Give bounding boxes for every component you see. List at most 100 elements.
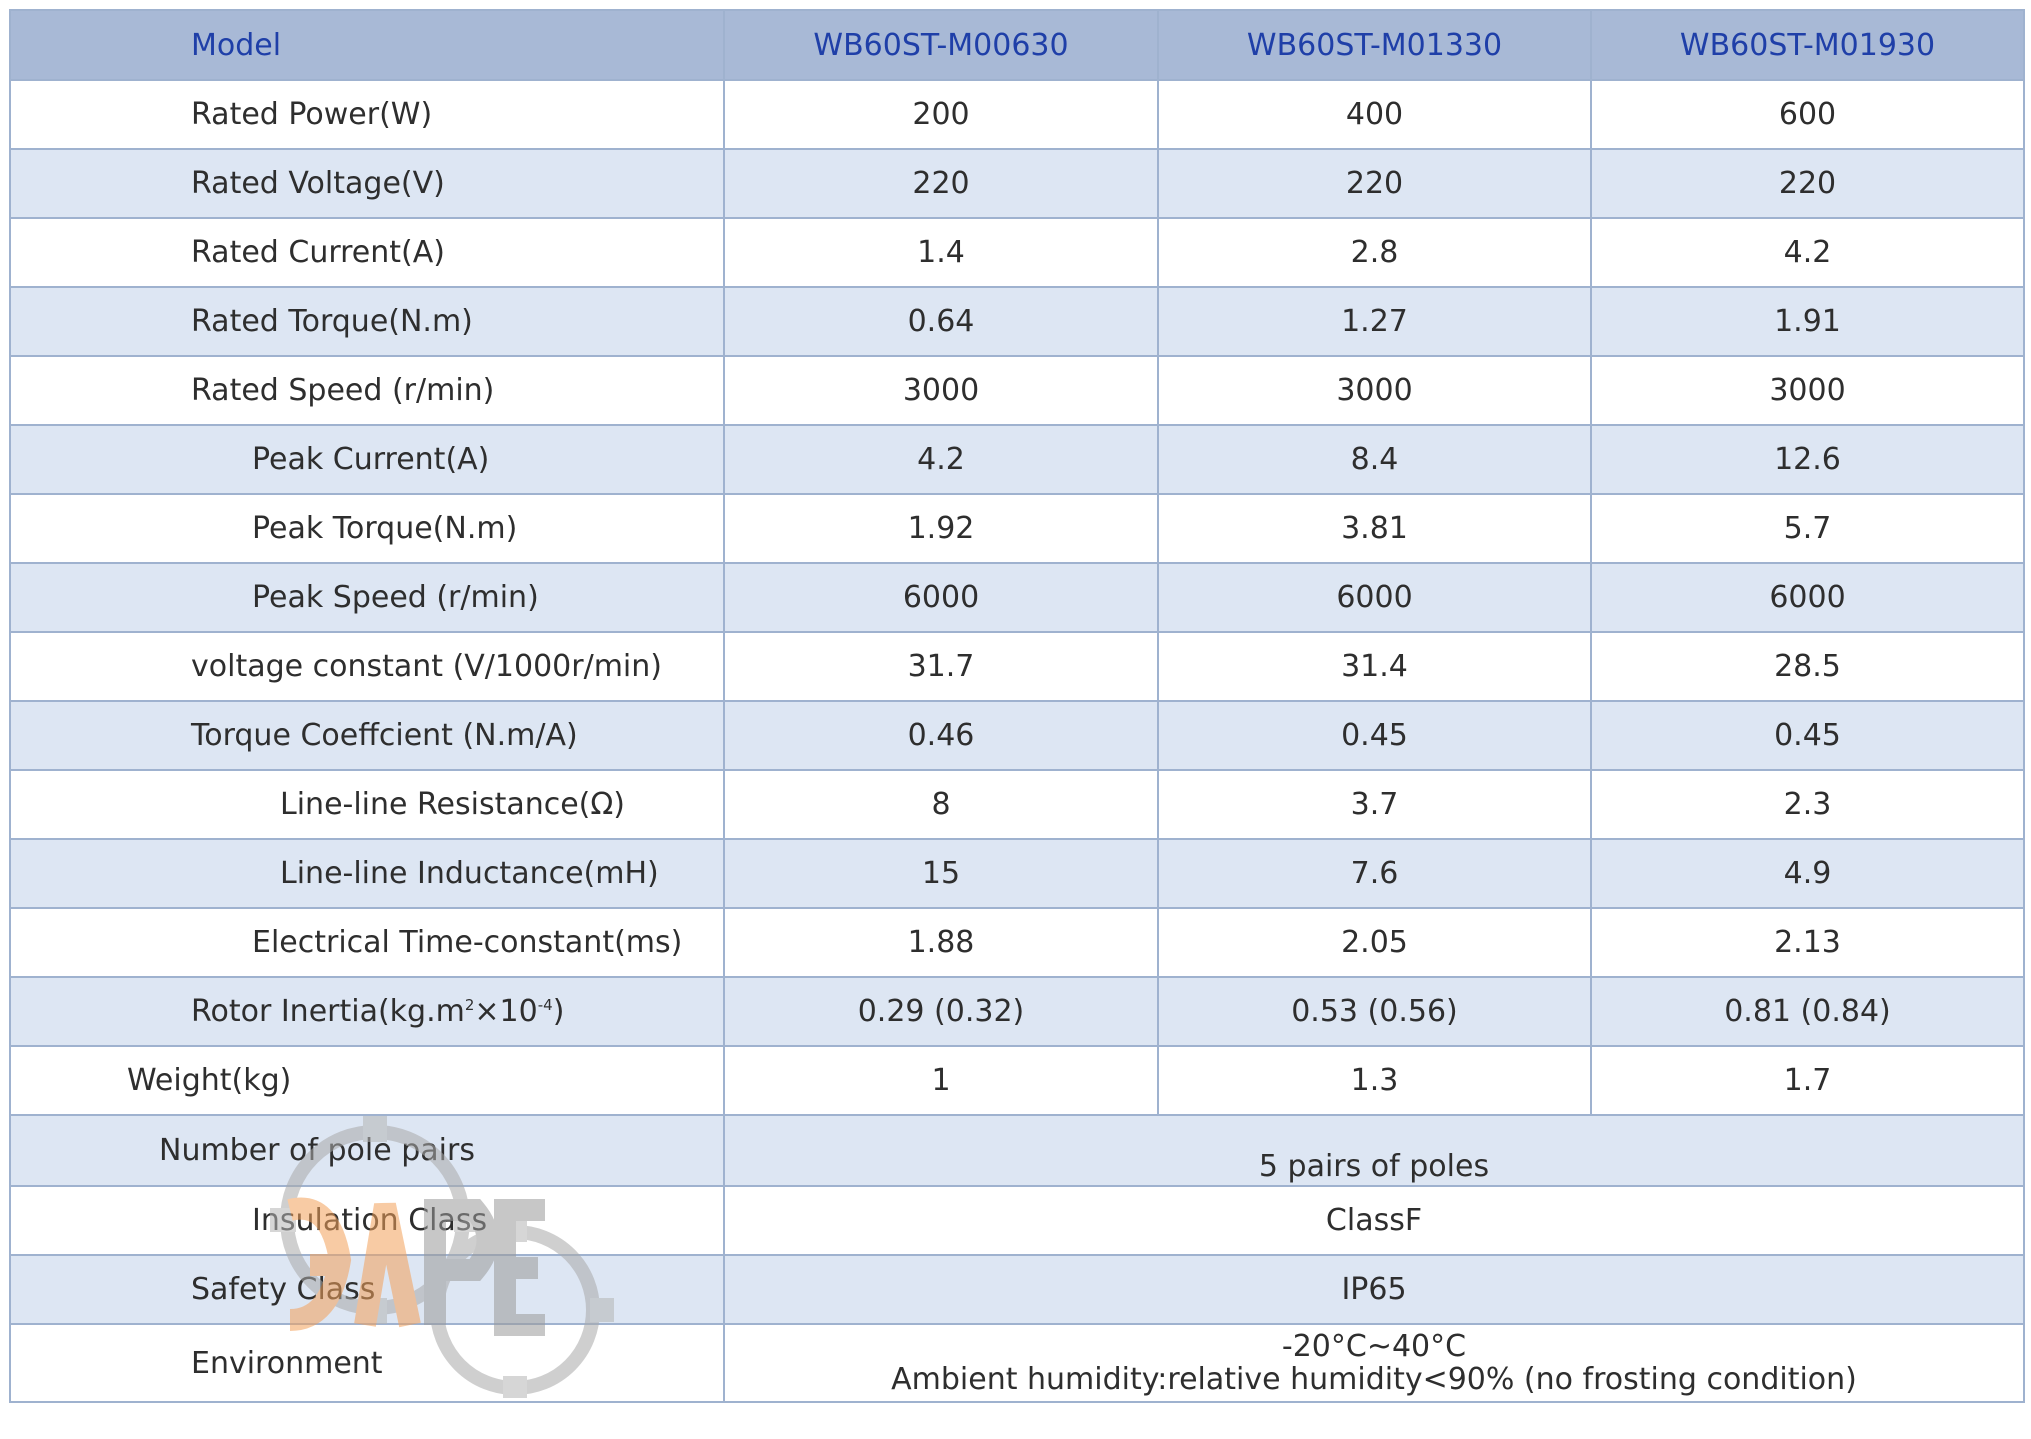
cell-value: 4.9 <box>1590 838 2025 909</box>
row-label-rotor-inertia: Rotor Inertia(kg.m2×10-4) <box>9 976 725 1047</box>
cell-value: 1 <box>723 1045 1159 1116</box>
row-label: Environment <box>9 1323 725 1403</box>
cell-value: 4.2 <box>1590 217 2025 288</box>
row-label: voltage constant (V/1000r/min) <box>9 631 725 702</box>
cell-value: 28.5 <box>1590 631 2025 702</box>
cell-value: 0.45 <box>1590 700 2025 771</box>
cell-value: 1.27 <box>1157 286 1592 357</box>
cell-value: 220 <box>723 148 1159 219</box>
cell-value: 31.7 <box>723 631 1159 702</box>
row-label: Number of pole pairs <box>9 1114 725 1187</box>
cell-value: 1.7 <box>1590 1045 2025 1116</box>
cell-value: 220 <box>1157 148 1592 219</box>
row-environment: Environment -20°C~40°C Ambient humidity:… <box>9 1323 2025 1403</box>
cell-value: 7.6 <box>1157 838 1592 909</box>
header-model: Model <box>9 9 725 81</box>
cell-value: 0.64 <box>723 286 1159 357</box>
row-rated-speed: Rated Speed (r/min) 3000 3000 3000 <box>9 355 2025 426</box>
label-superscript: -4 <box>537 996 553 1014</box>
row-label: Rated Current(A) <box>9 217 725 288</box>
cell-value: 2.05 <box>1157 907 1592 978</box>
row-rated-current: Rated Current(A) 1.4 2.8 4.2 <box>9 217 2025 288</box>
header-row: Model WB60ST-M00630 WB60ST-M01330 WB60ST… <box>9 9 2025 81</box>
row-label: Line-line Inductance(mH) <box>9 838 725 909</box>
row-peak-speed: Peak Speed (r/min) 6000 6000 6000 <box>9 562 2025 633</box>
cell-value: 1.88 <box>723 907 1159 978</box>
row-label: Torque Coeffcient (N.m/A) <box>9 700 725 771</box>
row-label: Rated Torque(N.m) <box>9 286 725 357</box>
label-text: ×10 <box>474 994 538 1029</box>
cell-value: 1.91 <box>1590 286 2025 357</box>
row-label: Peak Current(A) <box>9 424 725 495</box>
header-model-3: WB60ST-M01930 <box>1590 9 2025 81</box>
cell-value: 8.4 <box>1157 424 1592 495</box>
cell-value: 15 <box>723 838 1159 909</box>
cell-value: 1.4 <box>723 217 1159 288</box>
environment-temp-range: -20°C~40°C <box>1281 1329 1467 1364</box>
cell-value: 2.13 <box>1590 907 2025 978</box>
row-safety-class: Safety Class IP65 <box>9 1254 2025 1325</box>
cell-value: 1.3 <box>1157 1045 1592 1116</box>
row-voltage-constant: voltage constant (V/1000r/min) 31.7 31.4… <box>9 631 2025 702</box>
cell-value: 220 <box>1590 148 2025 219</box>
row-label: Rated Speed (r/min) <box>9 355 725 426</box>
row-label: Insulation Class <box>9 1185 725 1256</box>
row-label: Rated Voltage(V) <box>9 148 725 219</box>
row-rated-torque: Rated Torque(N.m) 0.64 1.27 1.91 <box>9 286 2025 357</box>
cell-value: 600 <box>1590 79 2025 150</box>
row-torque-coefficient: Torque Coeffcient (N.m/A) 0.46 0.45 0.45 <box>9 700 2025 771</box>
row-time-constant: Electrical Time-constant(ms) 1.88 2.05 2… <box>9 907 2025 978</box>
row-rated-power: Rated Power(W) 200 400 600 <box>9 79 2025 150</box>
cell-value: 4.2 <box>723 424 1159 495</box>
cell-merged-value: 5 pairs of poles <box>723 1114 2025 1187</box>
label-superscript: 2 <box>464 996 475 1014</box>
header-model-2: WB60ST-M01330 <box>1157 9 1592 81</box>
cell-value: 0.46 <box>723 700 1159 771</box>
cell-value: 5.7 <box>1590 493 2025 564</box>
cell-value: 6000 <box>1157 562 1592 633</box>
row-label: Weight(kg) <box>9 1045 725 1116</box>
cell-value: 6000 <box>723 562 1159 633</box>
row-line-resistance: Line-line Resistance(Ω) 8 3.7 2.3 <box>9 769 2025 840</box>
cell-value: 3.81 <box>1157 493 1592 564</box>
row-line-inductance: Line-line Inductance(mH) 15 7.6 4.9 <box>9 838 2025 909</box>
cell-merged-value: IP65 <box>723 1254 2025 1325</box>
cell-value: 2.3 <box>1590 769 2025 840</box>
cell-merged-value: ClassF <box>723 1185 2025 1256</box>
row-peak-torque: Peak Torque(N.m) 1.92 3.81 5.7 <box>9 493 2025 564</box>
row-weight: Weight(kg) 1 1.3 1.7 <box>9 1045 2025 1116</box>
cell-value: 3000 <box>723 355 1159 426</box>
environment-humidity: Ambient humidity:relative humidity<90% (… <box>891 1362 1857 1397</box>
row-rotor-inertia: Rotor Inertia(kg.m2×10-4) 0.29 (0.32) 0.… <box>9 976 2025 1047</box>
spec-table: Model WB60ST-M00630 WB60ST-M01330 WB60ST… <box>9 9 2025 1403</box>
cell-value: 3.7 <box>1157 769 1592 840</box>
cell-value: 12.6 <box>1590 424 2025 495</box>
cell-value: 400 <box>1157 79 1592 150</box>
row-label: Electrical Time-constant(ms) <box>9 907 725 978</box>
cell-value: 3000 <box>1157 355 1592 426</box>
row-label: Line-line Resistance(Ω) <box>9 769 725 840</box>
row-label: Peak Speed (r/min) <box>9 562 725 633</box>
cell-value: 31.4 <box>1157 631 1592 702</box>
row-label: Safety Class <box>9 1254 725 1325</box>
row-rated-voltage: Rated Voltage(V) 220 220 220 <box>9 148 2025 219</box>
cell-value: 0.81 (0.84) <box>1590 976 2025 1047</box>
cell-value: 2.8 <box>1157 217 1592 288</box>
label-text: ) <box>552 994 565 1029</box>
cell-value: 0.45 <box>1157 700 1592 771</box>
cell-value: 200 <box>723 79 1159 150</box>
row-insulation-class: Insulation Class ClassF <box>9 1185 2025 1256</box>
cell-environment-value: -20°C~40°C Ambient humidity:relative hum… <box>723 1323 2025 1403</box>
label-text: Rotor Inertia(kg.m <box>191 994 465 1029</box>
cell-value: 3000 <box>1590 355 2025 426</box>
row-peak-current: Peak Current(A) 4.2 8.4 12.6 <box>9 424 2025 495</box>
cell-value: 8 <box>723 769 1159 840</box>
cell-value: 0.29 (0.32) <box>723 976 1159 1047</box>
row-pole-pairs: Number of pole pairs 5 pairs of poles <box>9 1114 2025 1187</box>
cell-value: 0.53 (0.56) <box>1157 976 1592 1047</box>
cell-value: 6000 <box>1590 562 2025 633</box>
header-model-1: WB60ST-M00630 <box>723 9 1159 81</box>
row-label: Peak Torque(N.m) <box>9 493 725 564</box>
row-label: Rated Power(W) <box>9 79 725 150</box>
cell-value: 1.92 <box>723 493 1159 564</box>
